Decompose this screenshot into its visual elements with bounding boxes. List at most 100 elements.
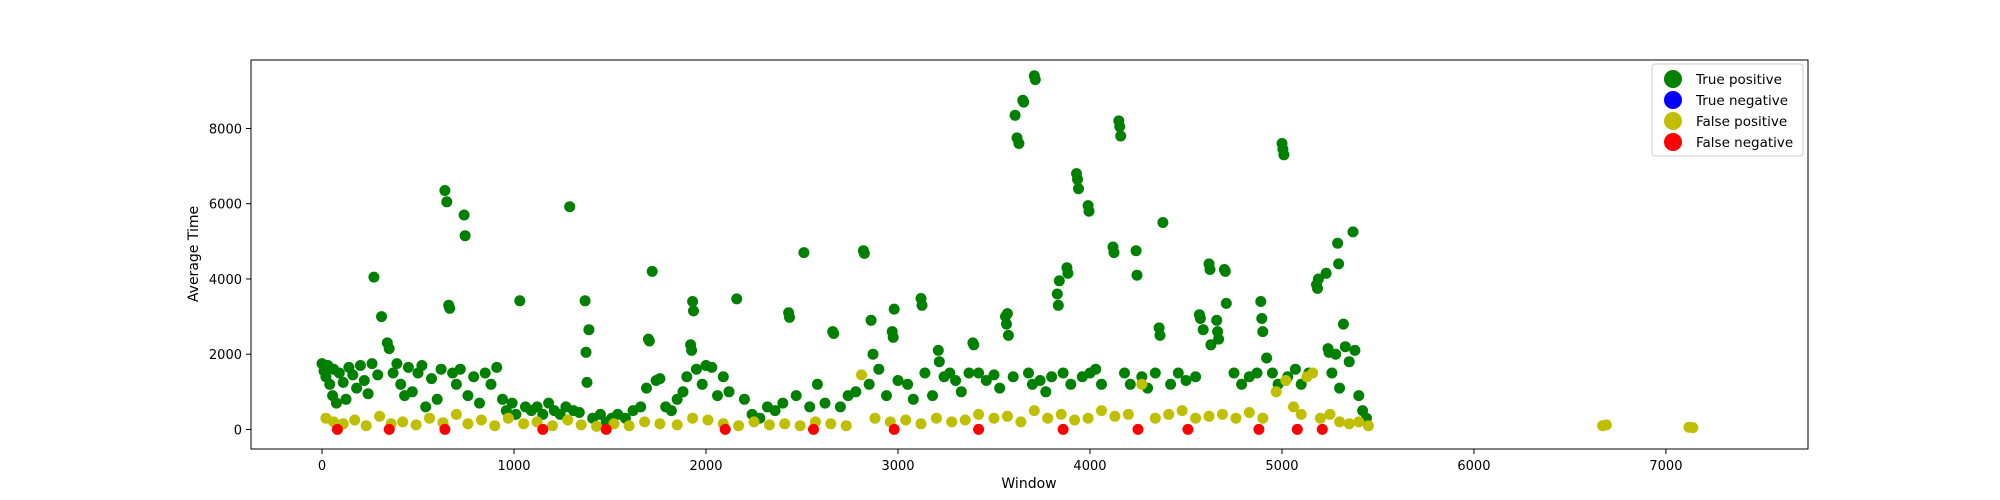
point-false-positive	[733, 420, 745, 432]
point-true-positive	[362, 388, 374, 400]
point-true-positive	[581, 376, 593, 388]
point-true-positive	[450, 378, 462, 390]
point-true-positive	[834, 401, 846, 413]
point-true-positive	[1261, 352, 1273, 364]
legend-label-false-positive: False positive	[1696, 114, 1787, 130]
point-true-positive	[1149, 367, 1161, 379]
point-false-positive	[869, 412, 881, 424]
point-true-positive	[688, 305, 699, 317]
legend-marker-false-negative	[1664, 133, 1682, 151]
point-true-positive	[441, 196, 453, 208]
point-false-positive	[1353, 416, 1365, 428]
point-false-positive	[1270, 386, 1282, 398]
point-true-positive	[354, 360, 366, 371]
point-true-positive	[665, 405, 677, 417]
point-true-positive	[416, 360, 428, 371]
point-true-positive	[798, 247, 810, 259]
point-true-positive	[1073, 183, 1084, 195]
legend-marker-true-negative	[1664, 91, 1682, 109]
point-false-positive	[575, 419, 587, 431]
point-true-positive	[376, 311, 387, 323]
point-true-positive	[1190, 371, 1202, 383]
point-true-positive	[828, 328, 840, 339]
point-false-negative	[537, 423, 549, 435]
point-true-positive	[1165, 378, 1177, 390]
point-true-positive	[366, 358, 378, 370]
plot-frame	[250, 59, 1809, 450]
point-false-positive	[959, 414, 971, 426]
point-true-positive	[1312, 282, 1323, 294]
point-true-positive	[420, 401, 432, 413]
point-false-negative	[600, 423, 612, 435]
point-true-positive	[1002, 329, 1014, 341]
point-false-positive	[1600, 419, 1612, 431]
point-true-positive	[863, 378, 875, 390]
point-true-positive	[1295, 378, 1307, 390]
point-true-positive	[738, 393, 750, 405]
point-false-positive	[502, 412, 514, 424]
point-true-positive	[888, 303, 900, 315]
point-true-positive	[968, 339, 980, 351]
point-true-positive	[1057, 367, 1069, 379]
point-true-positive	[1211, 314, 1223, 326]
point-true-positive	[1029, 74, 1041, 86]
point-false-positive	[639, 416, 651, 428]
point-false-positive	[900, 414, 912, 426]
point-false-positive	[973, 408, 985, 420]
point-true-positive	[643, 335, 655, 347]
point-true-positive	[963, 367, 975, 379]
point-true-positive	[933, 356, 945, 368]
point-true-positive	[1312, 273, 1324, 285]
y-tick-label: 4000	[209, 273, 242, 288]
point-true-positive	[769, 405, 781, 417]
point-false-positive	[856, 369, 867, 381]
point-true-positive	[902, 378, 914, 390]
point-true-positive	[1349, 344, 1361, 356]
x-tick-label: 7000	[1649, 459, 1682, 474]
point-true-positive	[579, 295, 591, 307]
point-true-positive	[1266, 367, 1278, 379]
point-false-positive	[1149, 412, 1161, 424]
point-true-positive	[1083, 205, 1095, 217]
point-false-positive	[946, 416, 958, 428]
point-true-positive	[444, 302, 456, 314]
legend-label-false-negative: False negative	[1696, 135, 1793, 151]
point-false-positive	[1343, 418, 1355, 430]
point-true-positive	[867, 348, 879, 360]
point-true-positive	[777, 397, 789, 409]
point-true-positive	[865, 314, 877, 326]
legend: True positive True negative False positi…	[1651, 63, 1804, 157]
point-false-positive	[1243, 407, 1255, 418]
point-true-positive	[1001, 308, 1013, 320]
point-false-positive	[748, 416, 760, 428]
point-true-positive	[804, 401, 816, 413]
point-true-positive	[491, 361, 503, 373]
point-true-positive	[681, 371, 693, 383]
point-true-positive	[1051, 288, 1063, 300]
point-true-positive	[1072, 173, 1083, 185]
point-true-positive	[1115, 130, 1127, 142]
point-true-positive	[1062, 267, 1074, 279]
point-true-positive	[819, 397, 831, 409]
point-true-positive	[1228, 367, 1240, 379]
point-false-positive	[518, 418, 530, 430]
point-false-negative	[808, 423, 819, 435]
point-true-positive	[1205, 339, 1217, 351]
point-true-positive	[932, 344, 944, 356]
point-false-positive	[1216, 408, 1228, 420]
point-true-positive	[368, 271, 380, 283]
point-true-positive	[462, 390, 474, 402]
y-tick-label: 0	[234, 423, 242, 438]
point-true-positive	[873, 363, 885, 375]
point-false-negative	[973, 423, 985, 435]
point-false-negative	[383, 423, 395, 435]
point-true-positive	[1213, 333, 1225, 345]
point-false-positive	[397, 416, 409, 428]
x-axis-label: Window	[1001, 476, 1056, 492]
point-true-positive	[1339, 341, 1351, 353]
point-true-positive	[706, 361, 718, 373]
point-false-negative	[1132, 423, 1144, 435]
point-true-positive	[723, 386, 735, 398]
point-true-positive	[696, 378, 708, 390]
point-true-positive	[988, 369, 1000, 381]
